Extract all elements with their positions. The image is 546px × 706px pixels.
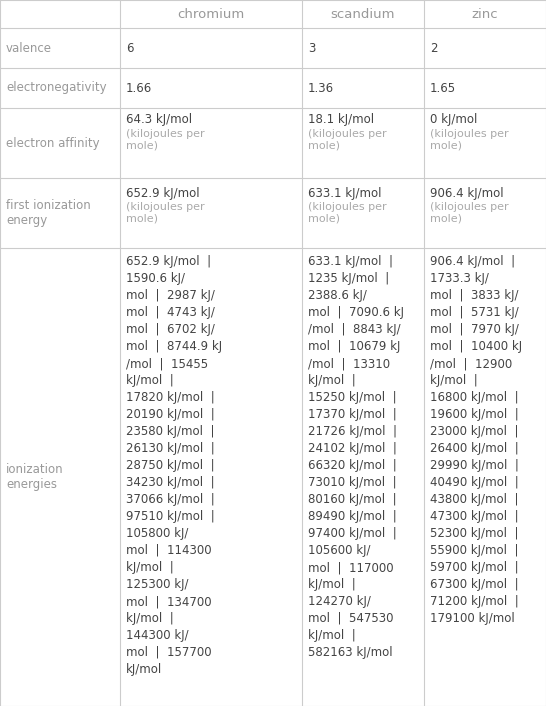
Text: 906.4 kJ/mol  |
1733.3 kJ/
mol  |  3833 kJ/
mol  |  5731 kJ/
mol  |  7970 kJ/
mo: 906.4 kJ/mol | 1733.3 kJ/ mol | 3833 kJ/… (430, 255, 522, 625)
Text: 906.4 kJ/mol: 906.4 kJ/mol (430, 186, 503, 200)
Text: 1.36: 1.36 (308, 81, 334, 95)
Text: zinc: zinc (472, 8, 498, 20)
Text: (kilojoules per
mole): (kilojoules per mole) (308, 129, 387, 151)
Text: electron affinity: electron affinity (6, 136, 99, 150)
Text: scandium: scandium (331, 8, 395, 20)
Text: 633.1 kJ/mol: 633.1 kJ/mol (308, 186, 382, 200)
Text: 64.3 kJ/mol: 64.3 kJ/mol (126, 114, 192, 126)
Text: first ionization
energy: first ionization energy (6, 199, 91, 227)
Text: valence: valence (6, 42, 52, 54)
Text: 1.66: 1.66 (126, 81, 152, 95)
Text: ionization
energies: ionization energies (6, 463, 64, 491)
Text: 18.1 kJ/mol: 18.1 kJ/mol (308, 114, 374, 126)
Text: (kilojoules per
mole): (kilojoules per mole) (308, 202, 387, 224)
Text: 1.65: 1.65 (430, 81, 456, 95)
Text: (kilojoules per
mole): (kilojoules per mole) (430, 129, 509, 151)
Text: electronegativity: electronegativity (6, 81, 106, 95)
Text: 2: 2 (430, 42, 437, 54)
Text: 652.9 kJ/mol  |
1590.6 kJ/
mol  |  2987 kJ/
mol  |  4743 kJ/
mol  |  6702 kJ/
mo: 652.9 kJ/mol | 1590.6 kJ/ mol | 2987 kJ/… (126, 255, 222, 676)
Text: (kilojoules per
mole): (kilojoules per mole) (126, 129, 205, 151)
Text: 6: 6 (126, 42, 134, 54)
Text: (kilojoules per
mole): (kilojoules per mole) (430, 202, 509, 224)
Text: (kilojoules per
mole): (kilojoules per mole) (126, 202, 205, 224)
Text: 3: 3 (308, 42, 316, 54)
Text: 0 kJ/mol: 0 kJ/mol (430, 114, 477, 126)
Text: 652.9 kJ/mol: 652.9 kJ/mol (126, 186, 200, 200)
Text: chromium: chromium (177, 8, 245, 20)
Text: 633.1 kJ/mol  |
1235 kJ/mol  |
2388.6 kJ/
mol  |  7090.6 kJ
/mol  |  8843 kJ/
mo: 633.1 kJ/mol | 1235 kJ/mol | 2388.6 kJ/ … (308, 255, 404, 659)
